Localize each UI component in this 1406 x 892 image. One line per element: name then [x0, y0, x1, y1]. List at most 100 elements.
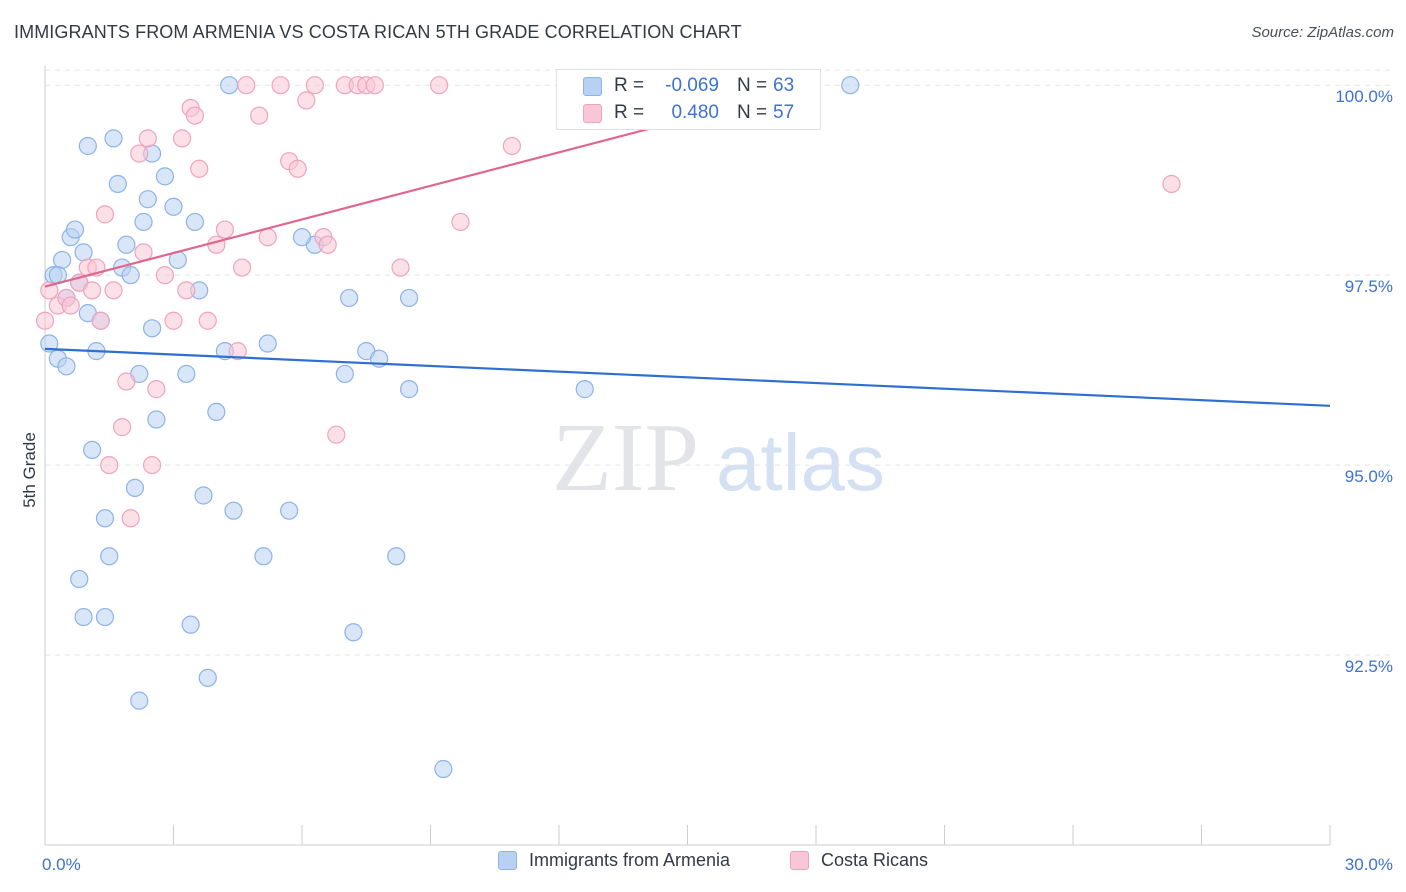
costa-rican-point — [190, 159, 209, 178]
armenia-point — [57, 357, 76, 376]
chart-source: Source: ZipAtlas.com — [1251, 24, 1394, 41]
armenia-point — [434, 759, 453, 779]
costa-rican-point — [237, 76, 256, 95]
costa-rican-point — [117, 372, 136, 391]
costa-rican-point — [327, 425, 346, 444]
armenia-point — [104, 129, 123, 148]
armenia-point — [841, 76, 860, 95]
legend-item-costa-rican[interactable]: Costa Ricans — [790, 850, 928, 871]
armenia-point — [83, 440, 102, 460]
trend-lines — [44, 84, 1331, 407]
costa-rican-point — [35, 311, 55, 330]
stats-swatch-blue — [583, 77, 602, 96]
costa-rican-point — [1162, 174, 1181, 194]
y-tick-labels: 92.5% 95.0% 97.5% 100.0% — [1335, 87, 1393, 676]
armenia-point — [258, 334, 277, 353]
costa-rican-point — [232, 258, 252, 277]
costa-rican-point — [104, 281, 123, 300]
costa-rican-point — [164, 311, 183, 330]
grid-lines — [45, 69, 1390, 656]
costa-rican-point — [318, 235, 337, 254]
costa-rican-point — [365, 76, 384, 95]
costa-rican-point — [121, 509, 140, 528]
chart-title: IMMIGRANTS FROM ARMENIA VS COSTA RICAN 5… — [14, 22, 742, 42]
legend-swatch-pink — [790, 851, 809, 870]
armenia-point — [95, 509, 115, 528]
costa-rican-point — [142, 455, 162, 475]
costa-rican-point — [228, 342, 247, 361]
costa-rican-point — [297, 91, 316, 110]
costa-rican-point — [391, 258, 410, 277]
series-costa-rican-points — [35, 76, 1181, 528]
legend-label: Immigrants from Armenia — [529, 850, 731, 870]
x-tick-label: 0.0% — [42, 855, 81, 874]
legend-swatch-blue — [498, 851, 517, 870]
armenia-point — [155, 167, 175, 186]
costa-rican-point — [83, 281, 102, 300]
armenia-point — [40, 334, 59, 353]
costa-rican-point — [95, 205, 115, 224]
costa-rican-point — [100, 455, 119, 475]
costa-rican-point — [130, 144, 149, 163]
chart-legend: Immigrants from Armenia Costa Ricans — [0, 850, 1406, 880]
costa-rican-point — [215, 220, 234, 239]
armenia-point — [575, 380, 594, 399]
costa-rican-point — [288, 159, 307, 178]
legend-label: Costa Ricans — [821, 850, 929, 870]
armenia-point — [220, 76, 239, 95]
stats-swatch-pink — [583, 104, 602, 123]
armenia-point — [142, 319, 162, 338]
watermark-atlas: atlas — [716, 418, 885, 507]
armenia-point — [198, 668, 217, 687]
stats-legend-box: R = -0.069 N = 63 R = 0.480 N = 57 — [556, 69, 821, 130]
stats-r-value: -0.069 — [665, 75, 719, 96]
costa-rican-point — [207, 235, 226, 254]
armenia-point — [224, 501, 243, 520]
armenia-point — [335, 364, 354, 384]
armenia-point — [207, 402, 226, 422]
armenia-point — [53, 250, 72, 270]
armenia-point — [194, 486, 213, 505]
armenia-point — [399, 380, 419, 399]
axes — [44, 66, 1331, 846]
costa-rican-point — [271, 76, 290, 95]
y-tick-label: 100.0% — [1335, 87, 1393, 106]
costa-rican-point — [185, 106, 205, 125]
armenia-point — [147, 410, 166, 429]
y-tick-label: 92.5% — [1345, 657, 1393, 676]
armenia-point — [130, 691, 149, 710]
armenia-point — [399, 288, 419, 308]
costa-rican-point — [138, 129, 157, 148]
armenia-point — [280, 501, 299, 520]
armenia-point — [181, 615, 200, 634]
costa-rican-point — [258, 228, 277, 247]
armenia-point — [121, 266, 140, 285]
watermark: ZIP atlas — [552, 404, 885, 512]
costa-rican-point — [305, 76, 324, 95]
watermark-zip: ZIP — [552, 404, 699, 512]
armenia-point — [387, 547, 406, 566]
costa-rican-point — [451, 212, 470, 232]
stats-n-label: N = — [737, 75, 768, 96]
armenia-point — [78, 136, 97, 156]
costa-rican-point — [502, 136, 521, 156]
armenia-point — [344, 623, 363, 642]
armenia-point — [95, 607, 115, 627]
legend-item-armenia[interactable]: Immigrants from Armenia — [498, 850, 730, 871]
costa-rican-point — [61, 296, 80, 315]
costa-rican-point — [147, 380, 166, 399]
armenia-point — [340, 288, 359, 308]
stats-r-label: R = — [614, 102, 645, 123]
stats-n-value: 57 — [773, 102, 795, 123]
armenia-point — [292, 228, 312, 247]
armenia-point — [177, 364, 196, 384]
armenia-point — [74, 243, 93, 262]
x-tick-label: 30.0% — [1345, 855, 1393, 874]
stats-n-value: 63 — [773, 75, 795, 96]
armenia-point — [74, 607, 93, 627]
armenia-point — [254, 547, 273, 566]
costa-rican-point — [198, 311, 217, 330]
costa-rican-point — [172, 129, 192, 148]
stats-n-label: N = — [737, 102, 768, 123]
